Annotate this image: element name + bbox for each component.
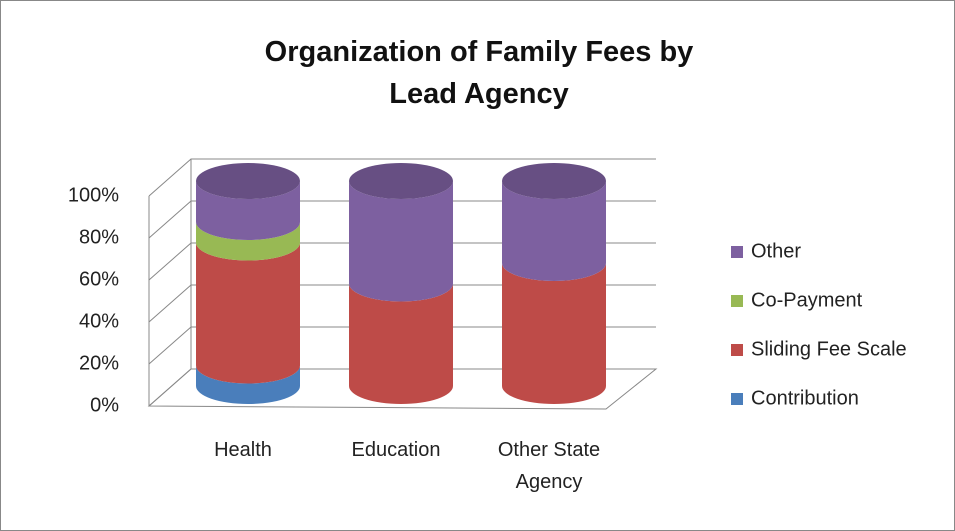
legend-label: Sliding Fee Scale — [751, 338, 907, 360]
cylinder-top — [502, 163, 606, 199]
x-tick-label: Health — [214, 439, 272, 461]
cylinder-segment — [196, 181, 300, 240]
cylinder-segment — [349, 181, 454, 302]
legend-swatch — [731, 295, 743, 307]
cylinder-segment — [502, 181, 606, 281]
legend-swatch — [731, 246, 743, 258]
grid-line — [148, 284, 656, 323]
cylinder-segment — [196, 242, 300, 384]
chart-title: Organization of Family Fees by Lead Agen… — [264, 36, 694, 110]
y-tick-label: 60% — [79, 268, 119, 290]
cylinder-segment — [196, 222, 300, 261]
grid-line — [148, 200, 656, 239]
grid-line — [148, 158, 656, 197]
cylinder-segment — [196, 365, 300, 404]
grid-line — [148, 242, 656, 281]
x-tick-label: Other State Agency — [497, 439, 601, 493]
legend-label: Co-Payment — [751, 289, 863, 311]
cylinder-top — [196, 163, 300, 199]
legend-label: Other — [751, 240, 801, 262]
y-tick-label: 0% — [90, 394, 119, 416]
legend-swatch — [731, 393, 743, 405]
grid-line — [148, 326, 656, 365]
legend-label: Contribution — [751, 387, 859, 409]
y-tick-label: 20% — [79, 352, 119, 374]
y-tick-label: 80% — [79, 226, 119, 248]
cylinder-top — [349, 163, 453, 199]
cylinder-segment — [349, 283, 453, 404]
grid-line — [148, 368, 656, 407]
y-tick-label: 100% — [68, 184, 119, 206]
legend-swatch — [731, 344, 743, 356]
y-tick-label: 40% — [79, 310, 119, 332]
x-tick-label: Education — [351, 439, 441, 461]
cylinder-segment — [502, 263, 606, 404]
